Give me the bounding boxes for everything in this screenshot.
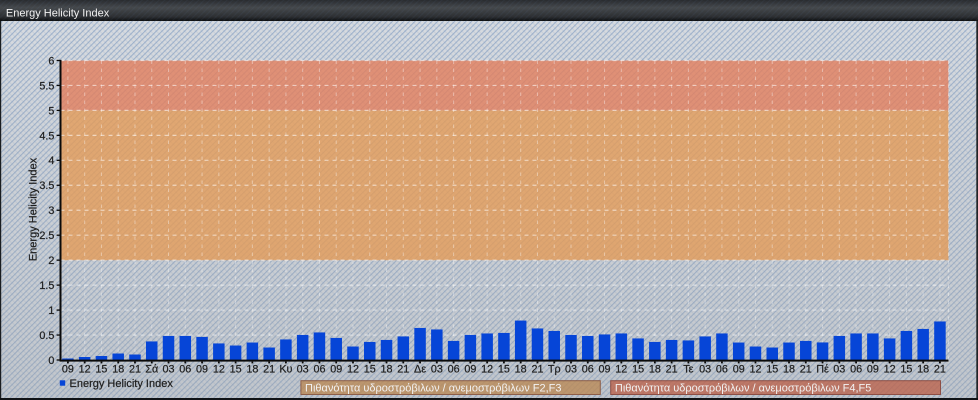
svg-text:09: 09 (62, 363, 74, 375)
svg-text:03: 03 (833, 363, 845, 375)
svg-text:03: 03 (699, 363, 711, 375)
svg-text:15: 15 (766, 363, 778, 375)
svg-text:06: 06 (850, 363, 862, 375)
svg-text:Πιθανότητα υδροστρόβιλων / ανε: Πιθανότητα υδροστρόβιλων / ανεμοστρόβιλω… (305, 382, 562, 394)
svg-text:Πέ: Πέ (816, 363, 829, 375)
svg-text:21: 21 (397, 363, 409, 375)
svg-text:3.5: 3.5 (39, 180, 54, 192)
svg-text:09: 09 (330, 363, 342, 375)
svg-text:21: 21 (934, 363, 946, 375)
svg-text:06: 06 (448, 363, 460, 375)
svg-text:09: 09 (196, 363, 208, 375)
svg-text:12: 12 (749, 363, 761, 375)
svg-text:09: 09 (464, 363, 476, 375)
svg-text:03: 03 (297, 363, 309, 375)
svg-text:21: 21 (531, 363, 543, 375)
svg-text:1.5: 1.5 (39, 280, 54, 292)
svg-text:5: 5 (48, 105, 54, 117)
svg-text:0: 0 (48, 355, 54, 367)
svg-text:2.5: 2.5 (39, 230, 54, 242)
svg-text:0.5: 0.5 (39, 330, 54, 342)
svg-text:3: 3 (48, 205, 54, 217)
svg-text:21: 21 (666, 363, 678, 375)
svg-text:06: 06 (313, 363, 325, 375)
svg-text:5.5: 5.5 (39, 80, 54, 92)
svg-text:15: 15 (230, 363, 242, 375)
svg-text:03: 03 (431, 363, 443, 375)
svg-text:03: 03 (565, 363, 577, 375)
svg-text:21: 21 (263, 363, 275, 375)
svg-text:15: 15 (364, 363, 376, 375)
svg-text:Energy Helicity Index: Energy Helicity Index (27, 157, 39, 261)
svg-text:03: 03 (163, 363, 175, 375)
svg-text:Δε: Δε (414, 363, 426, 375)
svg-text:18: 18 (515, 363, 527, 375)
svg-text:18: 18 (381, 363, 393, 375)
svg-text:09: 09 (599, 363, 611, 375)
svg-text:12: 12 (481, 363, 493, 375)
svg-text:12: 12 (213, 363, 225, 375)
svg-text:18: 18 (649, 363, 661, 375)
svg-text:15: 15 (498, 363, 510, 375)
svg-text:06: 06 (179, 363, 191, 375)
svg-text:06: 06 (716, 363, 728, 375)
svg-text:Τε: Τε (683, 363, 693, 375)
svg-text:15: 15 (632, 363, 644, 375)
svg-text:1: 1 (48, 305, 54, 317)
svg-text:06: 06 (582, 363, 594, 375)
svg-text:Τρ: Τρ (548, 363, 561, 375)
svg-text:4: 4 (48, 155, 54, 167)
svg-text:21: 21 (129, 363, 141, 375)
svg-text:15: 15 (900, 363, 912, 375)
svg-text:6: 6 (48, 55, 54, 67)
svg-text:Πιθανότητα υδροστρόβιλων / ανε: Πιθανότητα υδροστρόβιλων / ανεμοστρόβιλω… (615, 382, 872, 394)
svg-text:18: 18 (112, 363, 124, 375)
svg-text:21: 21 (800, 363, 812, 375)
svg-text:15: 15 (95, 363, 107, 375)
svg-text:12: 12 (884, 363, 896, 375)
svg-text:4.5: 4.5 (39, 130, 54, 142)
svg-text:2: 2 (48, 255, 54, 267)
svg-text:18: 18 (917, 363, 929, 375)
svg-text:12: 12 (615, 363, 627, 375)
svg-text:12: 12 (79, 363, 91, 375)
svg-text:18: 18 (246, 363, 258, 375)
svg-text:18: 18 (783, 363, 795, 375)
svg-text:Σά: Σά (145, 363, 158, 375)
svg-text:09: 09 (867, 363, 879, 375)
svg-text:Κυ: Κυ (279, 363, 292, 375)
svg-text:Energy Helicity Index: Energy Helicity Index (6, 7, 110, 19)
svg-text:09: 09 (733, 363, 745, 375)
svg-text:Energy Helicity Index: Energy Helicity Index (70, 378, 174, 390)
svg-text:12: 12 (347, 363, 359, 375)
